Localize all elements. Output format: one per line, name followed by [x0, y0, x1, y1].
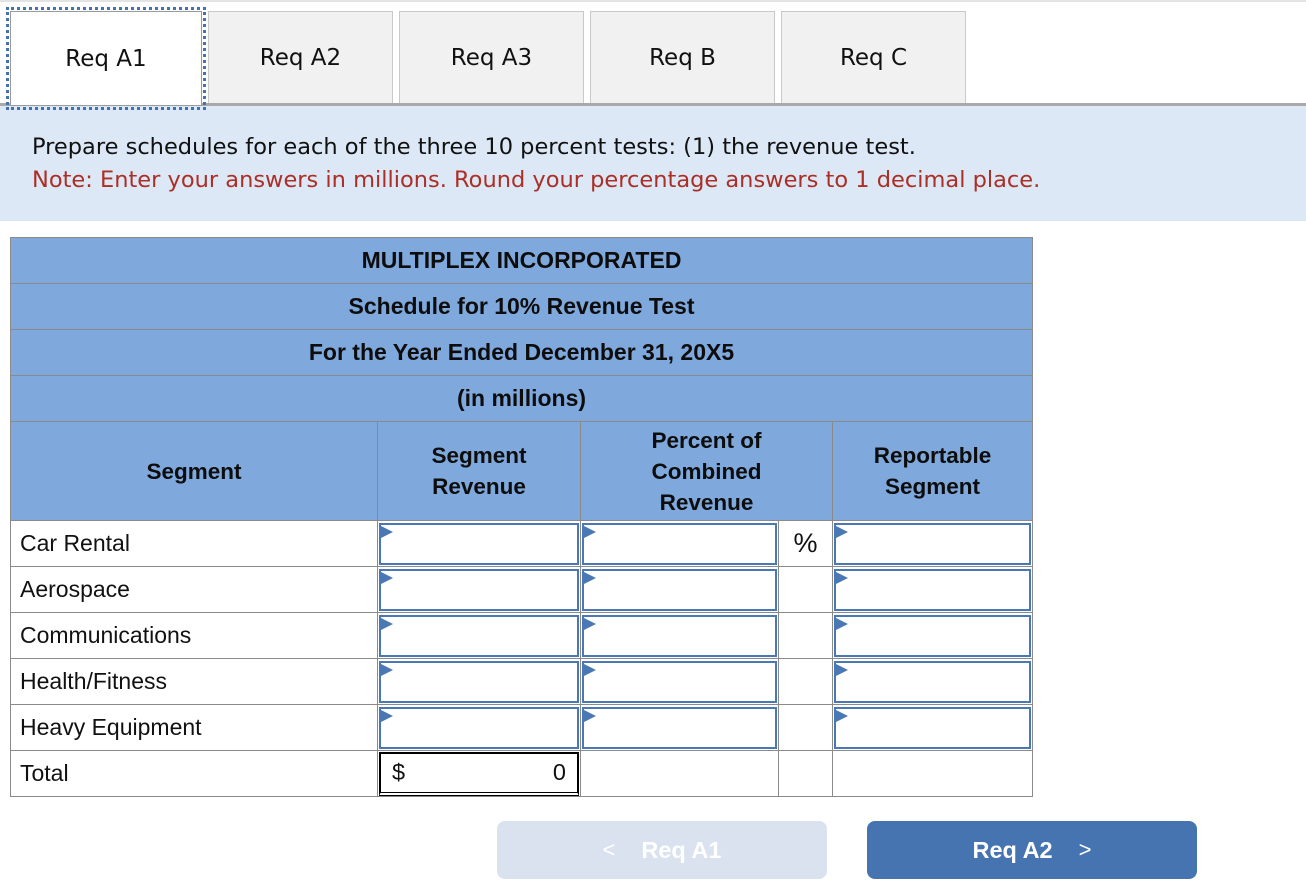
percent-combined-revenue-input[interactable] [582, 706, 777, 749]
reportable-segment-input[interactable] [834, 660, 1032, 703]
table-row: Aerospace [10, 566, 1034, 613]
percent-combined-revenue-input[interactable] [582, 660, 777, 703]
chevron-left-icon: < [602, 837, 616, 862]
segment-label: Health/Fitness [10, 658, 378, 705]
segment-label: Car Rental [10, 520, 378, 567]
top-divider [0, 0, 1306, 2]
tab-req-c-label: Req C [839, 44, 908, 71]
segment-revenue-input[interactable] [379, 614, 579, 657]
total-value: 0 [552, 759, 566, 785]
column-header-segment-revenue: Segment Revenue [377, 421, 581, 521]
percent-combined-revenue-input[interactable] [582, 614, 777, 657]
table-title-company: MULTIPLEX INCORPORATED [9, 237, 1034, 284]
table-row: Heavy Equipment [10, 704, 1034, 751]
reportable-segment-input[interactable] [834, 522, 1032, 565]
revenue-test-schedule-table: MULTIPLEX INCORPORATED Schedule for 10% … [9, 237, 1034, 797]
tab-req-b-label: Req B [649, 44, 716, 71]
table-title-schedule: Schedule for 10% Revenue Test [9, 283, 1034, 330]
table-title-period: For the Year Ended December 31, 20X5 [9, 329, 1034, 376]
total-row: Total $ 0 [10, 750, 1034, 797]
tab-req-a3[interactable]: Req A3 [399, 11, 584, 103]
currency-symbol: $ [392, 759, 406, 785]
percent-combined-revenue-input[interactable] [582, 522, 777, 565]
percent-combined-revenue-input[interactable] [582, 568, 777, 611]
prev-button-label: Req A1 [641, 836, 722, 863]
reportable-segment-input[interactable] [834, 568, 1032, 611]
table-row: Car Rental % [10, 520, 1034, 567]
footer-navigation: < Req A1 Req A2 > [497, 821, 1306, 879]
reportable-segment-input[interactable] [834, 614, 1032, 657]
instruction-text: Prepare schedules for each of the three … [32, 134, 916, 160]
instruction-panel: Prepare schedules for each of the three … [0, 106, 1306, 221]
table-title-units: (in millions) [9, 375, 1034, 422]
percent-symbol: % [778, 520, 833, 567]
chevron-right-icon: > [1078, 837, 1092, 862]
tab-req-b[interactable]: Req B [590, 11, 775, 103]
segment-revenue-input[interactable] [379, 660, 579, 703]
segment-revenue-input[interactable] [379, 568, 579, 611]
segment-label: Heavy Equipment [10, 704, 378, 751]
tab-req-a2[interactable]: Req A2 [208, 11, 393, 103]
table-row: Communications [10, 612, 1034, 659]
tab-req-a3-label: Req A3 [450, 44, 533, 71]
segment-revenue-input[interactable] [379, 706, 579, 749]
total-segment-revenue-cell: $ 0 [379, 751, 579, 796]
tab-req-a1[interactable]: Req A1 [6, 7, 206, 110]
requirement-tab-strip: Req A1 Req A2 Req A3 Req B Req C [0, 7, 1306, 110]
column-header-segment: Segment [10, 421, 378, 521]
tab-req-a2-label: Req A2 [259, 44, 342, 71]
column-header-reportable-segment: Reportable Segment [831, 421, 1034, 521]
total-label: Total [10, 750, 378, 797]
table-row: Health/Fitness [10, 658, 1034, 705]
column-header-percent-combined-revenue: Percent of Combined Revenue [580, 421, 833, 521]
segment-revenue-input[interactable] [379, 522, 579, 565]
segment-label: Aerospace [10, 566, 378, 613]
segment-label: Communications [10, 612, 378, 659]
next-button-label: Req A2 [972, 836, 1053, 863]
instruction-note: Note: Enter your answers in millions. Ro… [32, 167, 1041, 193]
next-requirement-button[interactable]: Req A2 > [867, 821, 1197, 879]
reportable-segment-input[interactable] [834, 706, 1032, 749]
prev-requirement-button[interactable]: < Req A1 [497, 821, 827, 879]
tab-req-a1-label: Req A1 [65, 45, 147, 72]
tab-req-c[interactable]: Req C [781, 11, 966, 103]
